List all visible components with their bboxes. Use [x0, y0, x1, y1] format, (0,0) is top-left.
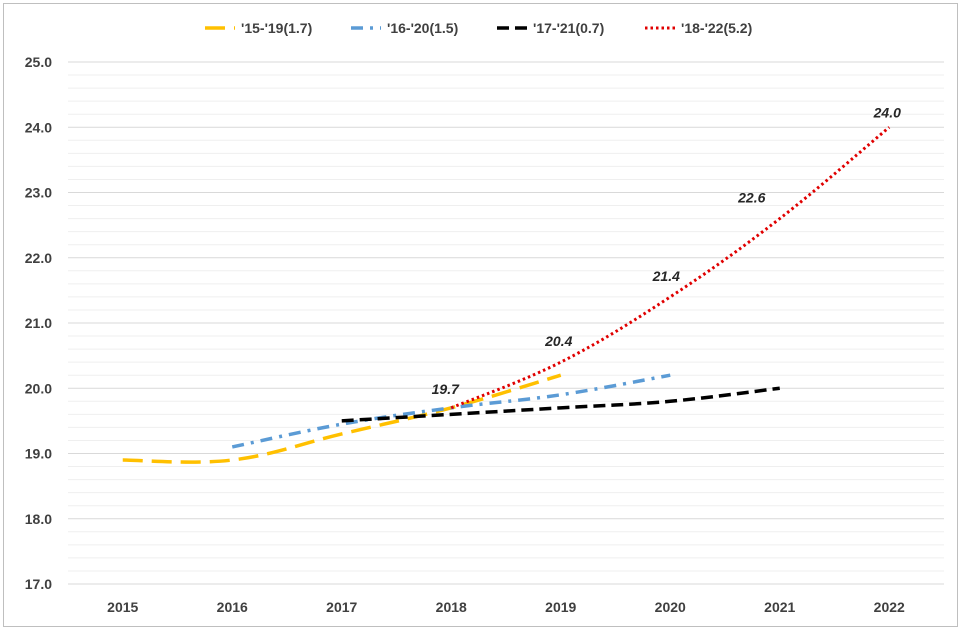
series-line-4 — [450, 126, 891, 410]
data-label: 24.0 — [873, 104, 901, 120]
legend: '15-'19(1.7) '16-'20(1.5) '17-'21(0.7) '18-… — [205, 20, 752, 36]
legend-label: '15-'19(1.7) — [241, 20, 312, 36]
y-tick-label: 17.0 — [25, 576, 52, 592]
legend-label: '17-'21(0.7) — [533, 20, 604, 36]
y-tick-label: 20.0 — [25, 380, 52, 396]
x-axis-tick-labels: 2015 2016 2017 2018 2019 2020 2021 2022 — [107, 599, 905, 615]
series-line-3 — [341, 386, 780, 423]
y-axis-tick-labels: 17.0 18.0 19.0 20.0 21.0 22.0 23.0 24.0 25.0 — [25, 54, 52, 592]
y-tick-label: 19.0 — [25, 446, 52, 462]
data-labels: 19.7 20.4 21.4 22.6 24.0 — [432, 104, 901, 397]
y-tick-label: 21.0 — [25, 315, 52, 331]
data-label: 22.6 — [737, 190, 765, 206]
series-lines — [122, 126, 891, 464]
legend-item: '15-'19(1.7) — [205, 20, 312, 36]
legend-item: '16-'20(1.5) — [351, 20, 458, 36]
legend-label: '16-'20(1.5) — [387, 20, 458, 36]
x-tick-label: 2022 — [874, 599, 905, 615]
x-tick-label: 2016 — [217, 599, 248, 615]
legend-label: '18-'22(5.2) — [681, 20, 752, 36]
y-tick-label: 22.0 — [25, 250, 52, 266]
series-line-1 — [122, 373, 562, 464]
x-tick-label: 2015 — [107, 599, 138, 615]
legend-item: '18-'22(5.2) — [645, 20, 752, 36]
x-tick-label: 2018 — [436, 599, 467, 615]
grid-lines — [68, 61, 944, 585]
data-label: 21.4 — [652, 268, 680, 284]
data-label: 20.4 — [544, 333, 572, 349]
y-tick-label: 23.0 — [25, 185, 52, 201]
x-tick-label: 2019 — [545, 599, 576, 615]
legend-item: '17-'21(0.7) — [497, 20, 604, 36]
x-tick-label: 2021 — [764, 599, 795, 615]
y-tick-label: 18.0 — [25, 511, 52, 527]
x-tick-label: 2020 — [655, 599, 686, 615]
y-tick-label: 24.0 — [25, 119, 52, 135]
data-label: 19.7 — [432, 381, 460, 397]
y-tick-label: 25.0 — [25, 54, 52, 70]
chart-frame — [3, 3, 958, 627]
x-tick-label: 2017 — [326, 599, 357, 615]
